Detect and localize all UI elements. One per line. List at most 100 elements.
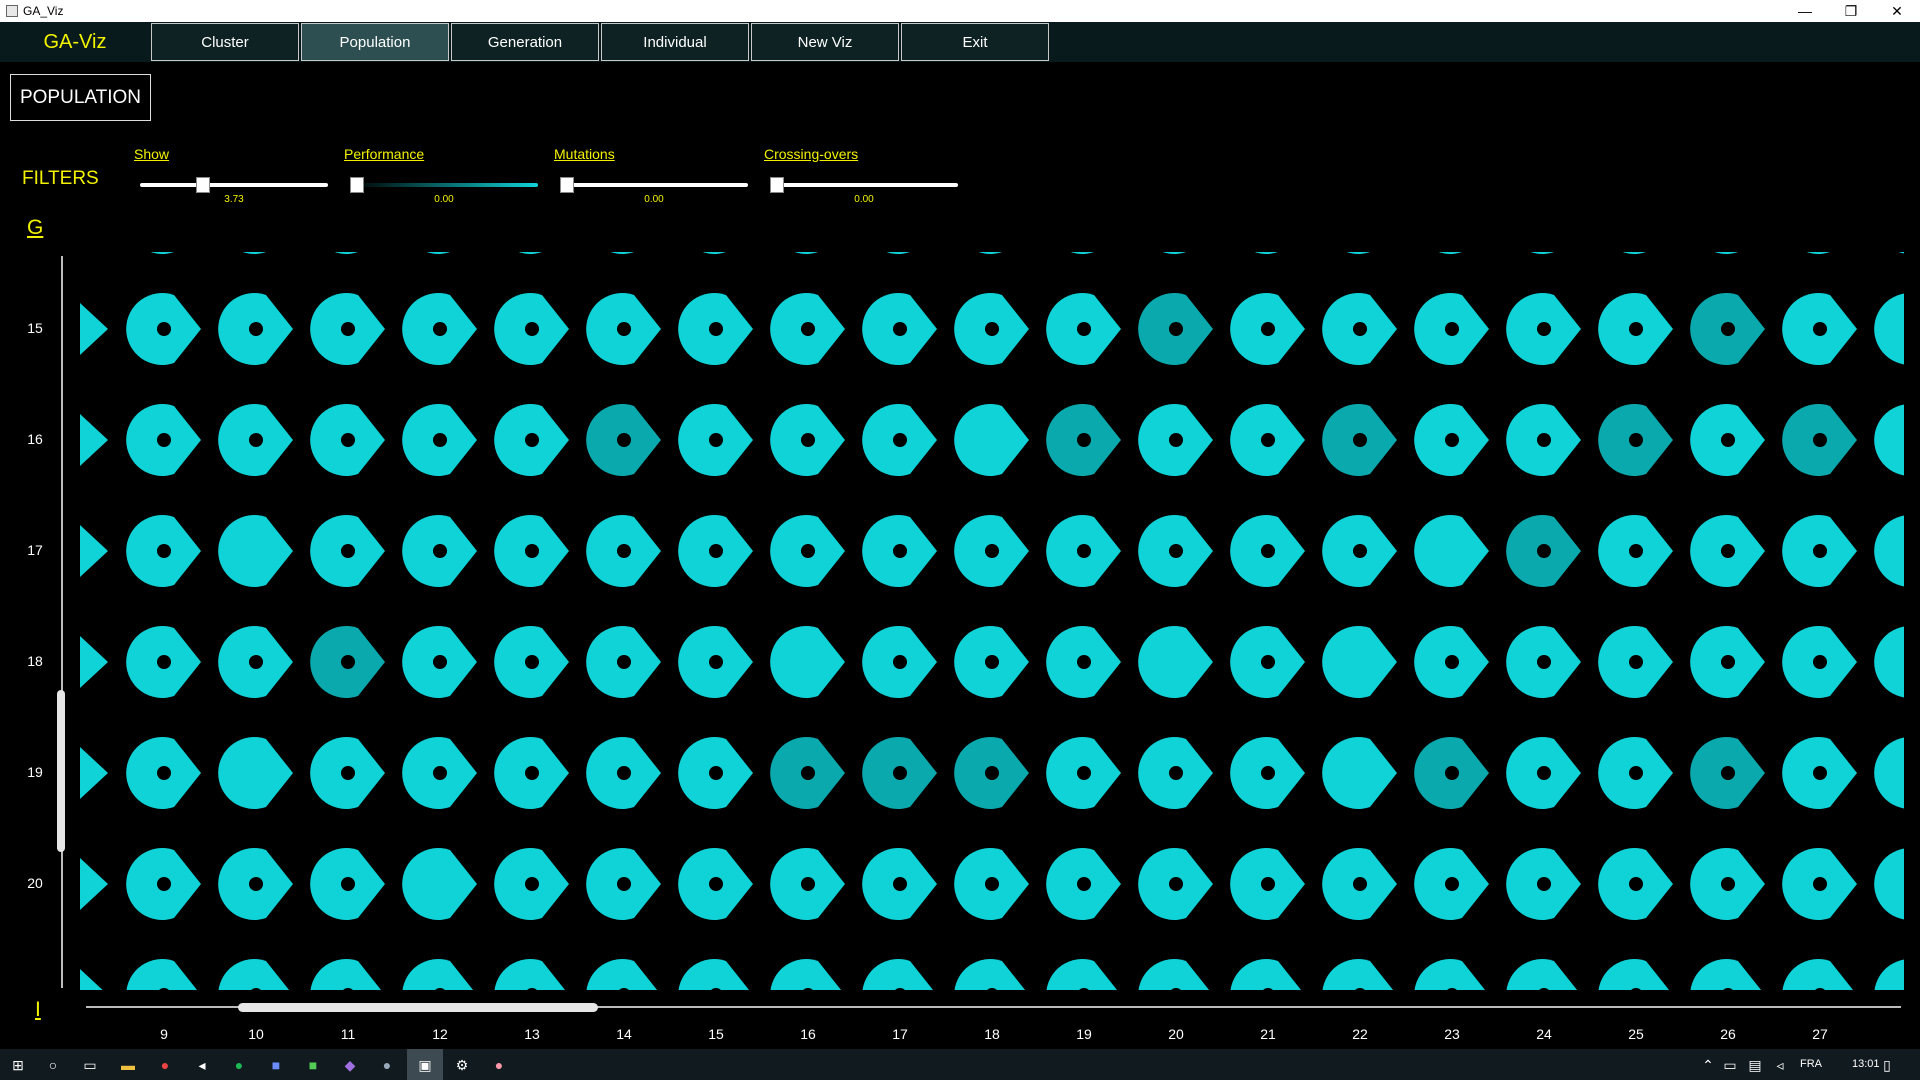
close-button[interactable]: ✕	[1891, 2, 1903, 19]
individual-glyph	[1690, 737, 1765, 809]
individual-glyph	[494, 626, 569, 698]
column-label: 20	[1168, 1026, 1184, 1042]
filter-crossing-overs-thumb[interactable]	[770, 177, 784, 193]
tab-population[interactable]: Population	[301, 23, 449, 61]
individual-glyph	[402, 626, 477, 698]
row-label: 17	[27, 542, 43, 558]
individual-glyph	[494, 404, 569, 476]
individual-glyph	[126, 848, 201, 920]
tab-cluster[interactable]: Cluster	[151, 23, 299, 61]
app-icon-blue[interactable]: ■	[271, 1057, 281, 1073]
individual-glyph	[218, 515, 293, 587]
filter-performance-thumb[interactable]	[350, 177, 364, 193]
tray-chevron-icon[interactable]: ⌃	[1702, 1056, 1714, 1073]
individual-glyph	[586, 404, 661, 476]
individual-glyph	[862, 293, 937, 365]
window-title: GA_Viz	[23, 4, 64, 18]
search-icon[interactable]: ○	[48, 1057, 58, 1073]
column-label: 22	[1352, 1026, 1368, 1042]
column-label: 24	[1536, 1026, 1552, 1042]
settings-icon[interactable]: ⚙	[455, 1056, 469, 1073]
notifications-icon[interactable]: ▯	[1883, 1056, 1891, 1073]
filter-crossing-overs-track[interactable]	[770, 183, 958, 187]
visual-studio-icon[interactable]: ◆	[344, 1056, 356, 1073]
individual-glyph	[862, 848, 937, 920]
filter-show-track[interactable]	[140, 183, 328, 187]
individual-glyph	[1690, 293, 1765, 365]
file-explorer-icon[interactable]: ▬	[121, 1057, 135, 1073]
individual-glyph	[126, 293, 201, 365]
individual-glyph	[126, 515, 201, 587]
filter-performance-label[interactable]: Performance	[344, 146, 425, 162]
app-icon-paint[interactable]: ●	[494, 1057, 504, 1073]
horizontal-scroll-thumb[interactable]	[238, 1003, 598, 1012]
population-button[interactable]: POPULATION	[10, 74, 151, 121]
generation-axis-label[interactable]: G	[27, 216, 44, 239]
battery-icon[interactable]: ▭	[1723, 1056, 1737, 1073]
tab-new-viz[interactable]: New Viz	[751, 23, 899, 61]
taskbar: ⊞ ○ ▭ ▬ ● ◂ ● ■ ■ ◆ ● ▣ ⚙ ● ⌃ ▭ ▤ ◃ FRA …	[0, 1049, 1920, 1080]
filter-show-label[interactable]: Show	[134, 146, 170, 162]
individual-glyph	[1690, 515, 1765, 587]
individual-glyph	[218, 959, 290, 990]
chrome-icon[interactable]: ●	[160, 1057, 170, 1073]
individual-glyph	[218, 626, 293, 698]
individual-glyph	[494, 959, 566, 990]
volume-icon[interactable]: ◃	[1776, 1056, 1784, 1073]
vertical-scroll-thumb[interactable]	[57, 690, 65, 852]
filter-mutations-track[interactable]	[560, 183, 748, 187]
individual-glyph	[770, 515, 845, 587]
individual-glyph	[770, 959, 842, 990]
app-icon-green[interactable]: ■	[308, 1057, 318, 1073]
steam-icon[interactable]: ●	[382, 1057, 392, 1073]
minimize-button[interactable]: —	[1798, 3, 1812, 19]
task-view-icon[interactable]: ▭	[83, 1056, 97, 1073]
filter-mutations-label[interactable]: Mutations	[554, 146, 615, 162]
individual-axis-label[interactable]: I	[35, 998, 41, 1021]
individual-glyph	[1874, 293, 1904, 365]
clock[interactable]: 13:01	[1852, 1058, 1880, 1070]
audio-app-icon[interactable]: ◂	[198, 1056, 206, 1073]
filter-crossing-overs: Crossing-overs 0.00	[764, 146, 958, 206]
individual-glyph-partial	[80, 636, 108, 688]
tab-exit[interactable]: Exit	[901, 23, 1049, 61]
individual-glyph	[1322, 626, 1397, 698]
individual-glyph	[1138, 404, 1213, 476]
population-grid[interactable]	[64, 250, 1904, 990]
row-label: 15	[27, 320, 43, 336]
spotify-icon[interactable]: ●	[234, 1057, 244, 1073]
individual-glyph	[310, 293, 385, 365]
tab-generation[interactable]: Generation	[451, 23, 599, 61]
maximize-button[interactable]: ❐	[1844, 2, 1858, 19]
filters-label: FILTERS	[22, 168, 99, 189]
filter-mutations-thumb[interactable]	[560, 177, 574, 193]
individual-glyph	[770, 404, 845, 476]
individual-glyph	[862, 515, 937, 587]
individual-glyph	[1230, 959, 1302, 990]
individual-glyph	[1322, 848, 1397, 920]
individual-glyph	[1230, 293, 1305, 365]
population-glyphs[interactable]	[64, 250, 1904, 990]
filter-show-thumb[interactable]	[195, 177, 210, 193]
language-indicator[interactable]: FRA	[1800, 1058, 1822, 1070]
individual-glyph	[862, 959, 934, 990]
filter-show: Show 3.73	[134, 146, 328, 206]
column-label: 13	[524, 1026, 540, 1042]
filter-performance-track[interactable]	[350, 183, 538, 187]
individual-glyph	[770, 848, 845, 920]
tab-individual[interactable]: Individual	[601, 23, 749, 61]
filter-crossing-overs-label[interactable]: Crossing-overs	[764, 146, 859, 162]
vertical-scroll-track[interactable]	[61, 256, 63, 988]
individual-glyph	[1782, 293, 1857, 365]
individual-glyph	[954, 626, 1029, 698]
windows-start-icon[interactable]: ⊞	[12, 1056, 24, 1073]
horizontal-scroll-track[interactable]	[86, 1006, 1901, 1008]
network-icon[interactable]: ▤	[1748, 1056, 1762, 1073]
individual-glyph	[1414, 626, 1489, 698]
individual-glyph	[494, 737, 569, 809]
ga-viz-taskbar-icon[interactable]: ▣	[418, 1056, 432, 1073]
individual-glyph-partial	[80, 969, 103, 990]
individual-glyph	[862, 404, 937, 476]
individual-glyph	[1782, 626, 1857, 698]
individual-glyph	[954, 515, 1029, 587]
